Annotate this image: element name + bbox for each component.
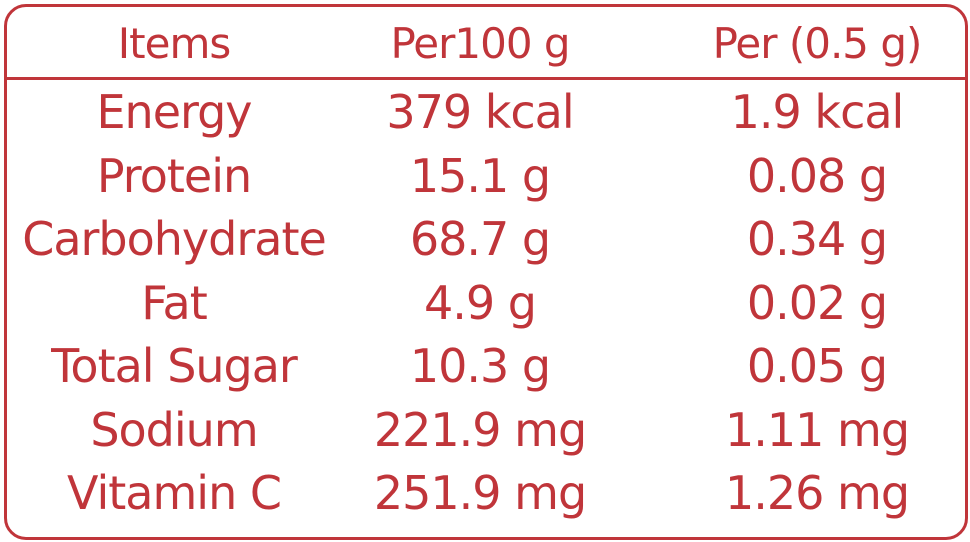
- item-value: 68.7 g: [409, 212, 551, 266]
- item-value: 10.3 g: [409, 339, 551, 393]
- item-value: 0.34 g: [746, 212, 888, 266]
- item-name: Sodium: [90, 402, 258, 457]
- item-value: 1.11 mg: [724, 402, 910, 457]
- item-value: 1.9 kcal: [730, 85, 905, 139]
- item-value: 379 kcal: [386, 85, 574, 139]
- header-cell: Items: [117, 19, 232, 68]
- item-value: 0.05 g: [746, 339, 888, 393]
- item-value: 0.02 g: [746, 275, 888, 330]
- item-name: Total Sugar: [51, 339, 298, 393]
- item-name: Energy: [96, 85, 252, 139]
- item-value: 4.9 g: [424, 275, 537, 330]
- item-name: Protein: [96, 148, 252, 203]
- item-value: 221.9 mg: [373, 402, 587, 457]
- item-value: 0.08 g: [746, 148, 888, 203]
- header-cell: Per (0.5 g): [712, 19, 923, 68]
- item-value: 251.9 mg: [373, 466, 587, 520]
- item-name: Carbohydrate: [22, 212, 327, 266]
- item-value: 15.1 g: [409, 148, 551, 203]
- item-name: Fat: [141, 275, 207, 330]
- nutrition-table: Items Per100 g Per (0.5 g) Energy 379 kcal 1…: [4, 4, 968, 540]
- table-header: Items Per100 g Per (0.5 g): [7, 7, 965, 80]
- item-value: 1.26 mg: [724, 466, 910, 520]
- item-name: Vitamin C: [67, 466, 282, 520]
- header-cell: Per100 g: [390, 19, 570, 68]
